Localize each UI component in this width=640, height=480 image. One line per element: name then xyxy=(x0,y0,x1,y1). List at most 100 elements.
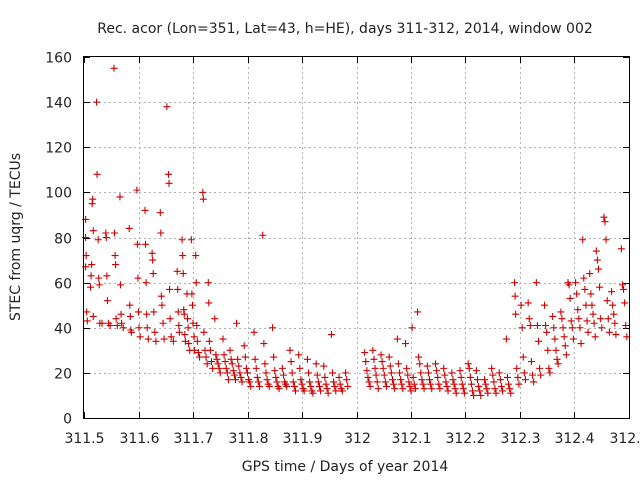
data-point xyxy=(514,373,522,381)
x-tick-label: 311.9 xyxy=(282,431,322,447)
data-point xyxy=(259,231,267,239)
data-point xyxy=(253,373,261,381)
data-point xyxy=(458,380,466,388)
data-point xyxy=(566,294,574,302)
data-point xyxy=(229,367,237,375)
y-tick-label: 40 xyxy=(54,322,72,338)
data-point xyxy=(200,328,208,336)
data-point xyxy=(416,360,424,368)
data-point xyxy=(415,353,423,361)
data-point xyxy=(467,380,475,388)
data-point xyxy=(251,355,259,363)
data-point xyxy=(126,312,134,320)
data-point xyxy=(194,349,202,357)
data-point xyxy=(317,387,325,395)
data-point xyxy=(142,240,150,248)
data-point xyxy=(305,369,313,377)
data-point xyxy=(335,373,343,381)
data-point xyxy=(263,376,271,384)
data-point xyxy=(312,360,320,368)
data-point xyxy=(297,376,305,384)
x-tick-label: 311.6 xyxy=(119,431,159,447)
data-point xyxy=(185,340,193,348)
data-point xyxy=(511,292,519,300)
data-point xyxy=(518,324,526,332)
data-point xyxy=(372,371,380,379)
data-point xyxy=(87,272,95,280)
data-point xyxy=(150,308,158,316)
data-point xyxy=(199,195,207,203)
data-point xyxy=(526,321,534,329)
data-point xyxy=(174,308,182,316)
data-point xyxy=(213,355,221,363)
data-point xyxy=(175,328,183,336)
data-point xyxy=(324,389,332,397)
data-point xyxy=(202,353,210,361)
data-point xyxy=(95,274,103,282)
data-point xyxy=(327,331,335,339)
data-point xyxy=(452,389,460,397)
data-point xyxy=(303,355,311,363)
data-point xyxy=(336,380,344,388)
data-point xyxy=(580,274,588,282)
data-point xyxy=(621,299,629,307)
x-tick-label: 312.1 xyxy=(391,431,431,447)
data-point xyxy=(271,367,279,375)
data-point xyxy=(237,373,245,381)
data-point xyxy=(83,308,91,316)
data-point xyxy=(113,321,121,329)
data-point xyxy=(593,256,601,264)
data-point xyxy=(158,301,166,309)
data-point xyxy=(530,378,538,386)
data-point xyxy=(620,285,628,293)
data-point xyxy=(506,385,514,393)
data-point xyxy=(483,385,491,393)
data-point xyxy=(103,297,111,305)
data-point xyxy=(174,285,182,293)
data-point xyxy=(434,373,442,381)
data-point xyxy=(558,315,566,323)
data-point xyxy=(152,337,160,345)
data-point xyxy=(205,299,213,307)
y-tick-label: 140 xyxy=(45,96,72,112)
data-point xyxy=(234,355,242,363)
x-tick-label: 311.5 xyxy=(64,431,104,447)
data-point xyxy=(136,333,144,341)
data-point xyxy=(594,265,602,273)
data-point xyxy=(224,376,232,384)
data-point xyxy=(559,324,567,332)
data-point xyxy=(112,315,120,323)
data-point xyxy=(488,364,496,372)
data-point xyxy=(87,283,95,291)
data-point xyxy=(622,321,630,329)
data-point xyxy=(270,353,278,361)
data-point xyxy=(443,382,451,390)
data-point xyxy=(411,385,419,393)
y-tick-label: 100 xyxy=(45,186,72,202)
data-point xyxy=(561,342,569,350)
data-point xyxy=(409,373,417,381)
data-point xyxy=(329,369,337,377)
data-point xyxy=(472,367,480,375)
x-axis-label: GPS time / Days of year 2014 xyxy=(242,459,449,475)
data-point xyxy=(370,355,378,363)
data-point xyxy=(205,337,213,345)
data-point xyxy=(287,358,295,366)
data-point xyxy=(133,186,141,194)
data-point xyxy=(609,301,617,309)
data-point xyxy=(397,376,405,384)
data-point xyxy=(450,380,458,388)
data-point xyxy=(273,378,281,386)
data-point xyxy=(572,279,580,287)
data-point xyxy=(535,337,543,345)
data-point xyxy=(569,335,577,343)
data-point xyxy=(244,369,251,377)
data-point xyxy=(414,308,422,316)
data-point xyxy=(433,367,441,375)
data-point xyxy=(584,328,592,336)
data-point xyxy=(289,378,297,386)
data-point xyxy=(117,281,125,289)
data-point xyxy=(473,376,481,384)
data-point xyxy=(396,369,404,377)
data-point xyxy=(589,310,597,318)
